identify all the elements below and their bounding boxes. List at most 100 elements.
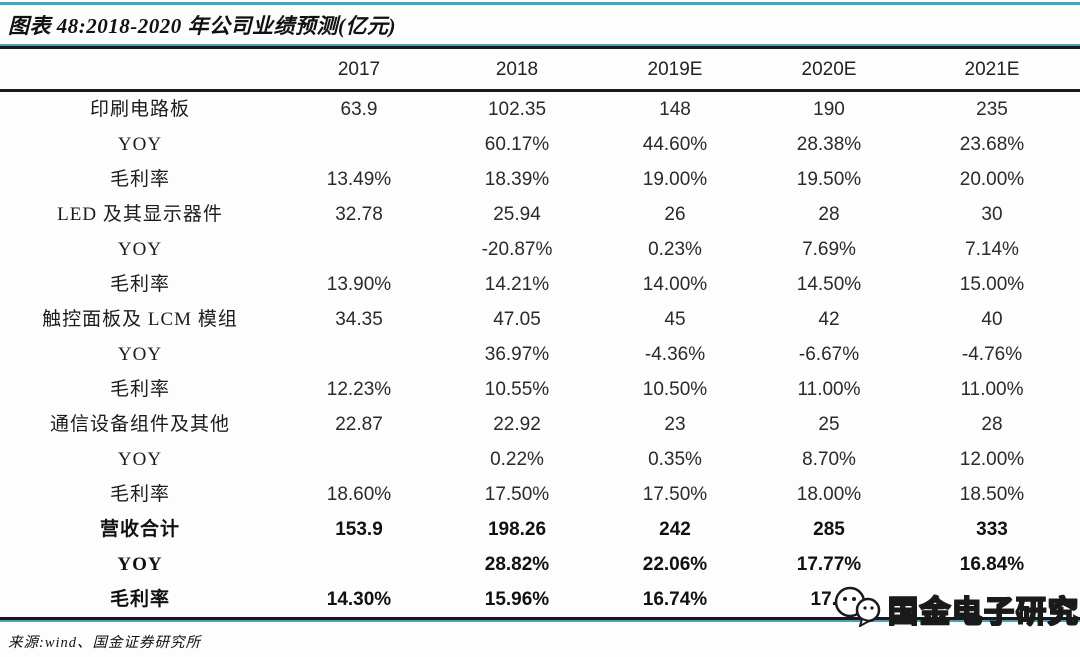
cell-2017: 13.90% (326, 274, 392, 295)
cell-2018: 198.26 (487, 519, 547, 540)
row-label: 通信设备组件及其他 (49, 414, 230, 435)
cell-2019e: 14.00% (642, 274, 708, 295)
table-row: LED 及其显示器件 32.78 25.94 26 28 30 (0, 197, 1080, 232)
cell-2020e: 8.70% (802, 449, 856, 470)
cell-2021e: 16.84% (959, 554, 1025, 575)
cell-2018: 102.35 (487, 99, 547, 120)
title-rule-teal (0, 44, 1080, 46)
cell-2021e: 15.00% (959, 274, 1025, 295)
cell-2020e: 28 (818, 204, 840, 225)
cell-2021e: 7.14% (965, 239, 1019, 260)
cell-2018: 22.92 (493, 414, 541, 435)
forecast-table: 2017 2018 2019E 2020E 2021E 印刷电路板 63.9 1… (0, 49, 1080, 622)
cell-2017: 153.9 (335, 519, 383, 540)
cell-2018: 10.55% (484, 379, 550, 400)
cell-2020e: 11.00% (797, 379, 861, 400)
cell-2019e: 44.60% (642, 134, 708, 155)
cell-2020e: 25 (818, 414, 840, 435)
cell-2019e: 10.50% (642, 379, 708, 400)
cell-2017: 34.35 (335, 309, 383, 330)
column-header-2018: 2018 (495, 58, 539, 80)
cell-2019e: 242 (659, 519, 691, 540)
table-row: YOY 28.82% 22.06% 17.77% 16.84% (0, 547, 1080, 582)
cell-2019e: 0.35% (648, 449, 702, 470)
cell-2018: 47.05 (493, 309, 541, 330)
table-row: 毛利率 18.60% 17.50% 17.50% 18.00% 18.50% (0, 477, 1080, 512)
cell-2019e: 16.74% (642, 589, 708, 610)
cell-2019e: 148 (659, 99, 691, 120)
top-accent-rule (0, 2, 1080, 5)
cell-2021e: 18.50% (959, 484, 1025, 505)
cell-2019e: 22.06% (642, 554, 708, 575)
row-label: 毛利率 (109, 589, 170, 610)
figure-title: 图表 48:2018-2020 年公司业绩预测(亿元) (8, 14, 396, 38)
row-label: 毛利率 (109, 169, 170, 190)
cell-2020e: 42 (818, 309, 840, 330)
cell-2018: 28.82% (484, 554, 550, 575)
row-label: 毛利率 (109, 274, 170, 295)
row-label: YOY (117, 554, 163, 575)
cell-2017: 63.9 (340, 99, 378, 120)
cell-2021e: 12.00% (959, 449, 1025, 470)
row-label: 营收合计 (99, 519, 180, 540)
table-row: 毛利率 14.30% 15.96% 16.74% 17.6 (0, 582, 1080, 617)
cell-2021e: 28 (981, 414, 1003, 435)
cell-2017: 22.87 (335, 414, 383, 435)
header-rule-dark (0, 89, 1080, 92)
cell-2020e: 28.38% (796, 134, 862, 155)
cell-2021e: 20.00% (959, 169, 1025, 190)
cell-2019e: 26 (664, 204, 686, 225)
row-label: 毛利率 (109, 484, 170, 505)
table-header-row: 2017 2018 2019E 2020E 2021E (0, 49, 1080, 89)
cell-2021e: 235 (976, 99, 1008, 120)
table-row: YOY 60.17% 44.60% 28.38% 23.68% (0, 127, 1080, 162)
column-header-2017: 2017 (337, 58, 381, 80)
row-label: YOY (117, 134, 163, 155)
row-label: 触控面板及 LCM 模组 (42, 309, 238, 330)
cell-2018: 14.21% (484, 274, 550, 295)
figure-title-band: 图表 48:2018-2020 年公司业绩预测(亿元) (0, 5, 1080, 44)
cell-2020e: 190 (813, 99, 845, 120)
cell-2020e: 19.50% (796, 169, 862, 190)
cell-2018: 60.17% (484, 134, 550, 155)
row-label: LED 及其显示器件 (57, 204, 223, 225)
cell-2019e: 45 (664, 309, 686, 330)
bottom-rule-dark (0, 617, 1080, 620)
cell-2020e: -6.67% (798, 344, 860, 365)
table-row: 毛利率 13.90% 14.21% 14.00% 14.50% 15.00% (0, 267, 1080, 302)
cell-2020e: 7.69% (802, 239, 856, 260)
row-label: YOY (117, 239, 163, 260)
cell-2019e: 0.23% (648, 239, 702, 260)
cell-2021e: 23.68% (959, 134, 1025, 155)
cell-2017: 18.60% (326, 484, 392, 505)
column-header-2019e: 2019E (647, 58, 703, 80)
cell-2019e: 17.50% (642, 484, 708, 505)
row-label: YOY (117, 449, 163, 470)
cell-2018: 25.94 (493, 204, 541, 225)
column-header-2020e: 2020E (801, 58, 857, 80)
cell-2020e: 18.00% (796, 484, 862, 505)
cell-2019e: -4.36% (644, 344, 706, 365)
cell-2018: 15.96% (484, 589, 550, 610)
table-row: YOY -20.87% 0.23% 7.69% 7.14% (0, 232, 1080, 267)
cell-2017: 14.30% (326, 589, 392, 610)
cell-2017: 13.49% (326, 169, 392, 190)
cell-2018: 36.97% (484, 344, 550, 365)
cell-2017: 32.78 (335, 204, 383, 225)
cell-2021e: -4.76% (961, 344, 1023, 365)
table-row: 营收合计 153.9 198.26 242 285 333 (0, 512, 1080, 547)
cell-2018: 17.50% (484, 484, 550, 505)
cell-2020e: 17.6 (810, 589, 848, 610)
table-row: YOY 36.97% -4.36% -6.67% -4.76% (0, 337, 1080, 372)
table-row: 印刷电路板 63.9 102.35 148 190 235 (0, 92, 1080, 127)
table-row: 通信设备组件及其他 22.87 22.92 23 25 28 (0, 407, 1080, 442)
bottom-rule-teal (0, 620, 1080, 622)
source-note: 来源:wind、国金证券研究所 (8, 635, 202, 651)
cell-2018: -20.87% (481, 239, 553, 260)
title-rule-dark (0, 46, 1080, 49)
column-header-2021e: 2021E (964, 58, 1020, 80)
row-label: 印刷电路板 (89, 99, 190, 120)
table-row: YOY 0.22% 0.35% 8.70% 12.00% (0, 442, 1080, 477)
table-body: 印刷电路板 63.9 102.35 148 190 235 YOY 60.17%… (0, 92, 1080, 617)
cell-2018: 18.39% (484, 169, 550, 190)
